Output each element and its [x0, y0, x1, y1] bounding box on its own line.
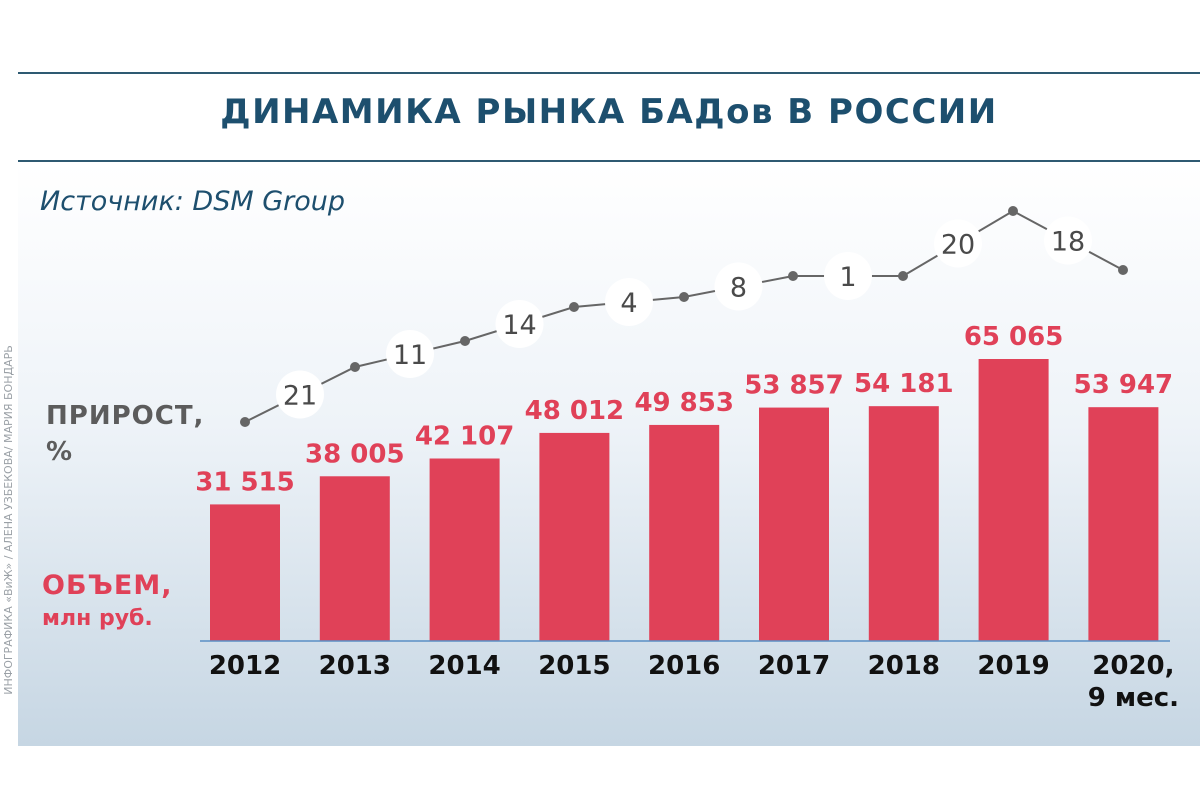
bar-value-label: 31 515 — [195, 467, 295, 497]
bar — [759, 407, 829, 641]
growth-value-label: 11 — [393, 340, 427, 371]
x-tick-label: 2017 — [758, 651, 830, 681]
x-tick-label: 2018 — [868, 651, 940, 681]
growth-label-line1: ПРИРОСТ, — [46, 401, 205, 431]
growth-label-badge — [605, 278, 653, 326]
bar — [649, 424, 720, 641]
bar-value-label: 49 853 — [634, 388, 734, 418]
volume-label-line2: млн руб. — [42, 606, 153, 631]
growth-value-label: 4 — [620, 288, 637, 319]
growth-point — [898, 271, 908, 281]
growth-point — [1118, 265, 1128, 275]
growth-value-label: 14 — [502, 310, 536, 341]
bar — [429, 458, 500, 641]
growth-label-badge — [714, 262, 763, 311]
growth-value-label: 21 — [283, 381, 317, 412]
growth-label-badge — [1044, 216, 1092, 265]
growth-point — [569, 302, 579, 312]
source-note: Источник: DSM Group — [40, 186, 346, 217]
growth-label-badge — [934, 219, 982, 268]
growth-point — [1008, 206, 1018, 216]
growth-point — [788, 271, 798, 281]
bar — [319, 476, 390, 641]
growth-point — [350, 362, 360, 372]
x-tick-label: 2019 — [977, 651, 1049, 681]
bar — [868, 406, 939, 641]
growth-value-label: 8 — [730, 273, 747, 304]
top-rule — [18, 72, 1200, 74]
x-tick-label: 2012 — [209, 651, 281, 681]
bar-value-label: 48 012 — [525, 396, 625, 426]
growth-point — [240, 417, 250, 427]
bar-value-label: 54 181 — [854, 369, 954, 399]
growth-point — [460, 336, 470, 346]
bar-value-label: 38 005 — [305, 439, 405, 469]
x-tick-label: 2013 — [319, 651, 391, 681]
growth-point — [679, 292, 689, 302]
bar — [539, 432, 610, 641]
bar — [978, 359, 1049, 641]
bar-value-label: 53 857 — [744, 371, 844, 401]
growth-label-badge — [824, 252, 872, 300]
growth-label-badge — [495, 300, 544, 348]
growth-value-label: 1 — [839, 262, 856, 293]
x-tick-label: 2015 — [538, 651, 610, 681]
x-tick-label: 2014 — [428, 651, 500, 681]
page-title: ДИНАМИКА РЫНКА БАДов В РОССИИ — [220, 92, 998, 132]
growth-label-badge — [276, 370, 324, 419]
growth-value-label: 20 — [941, 230, 975, 261]
bar-value-label: 65 065 — [964, 322, 1064, 352]
volume-axis-label: ОБЪЕМ, млн руб. — [42, 568, 172, 634]
growth-axis-label: ПРИРОСТ, % — [46, 398, 204, 470]
bar-value-label: 42 107 — [415, 422, 515, 452]
bar-value-label: 53 947 — [1074, 370, 1174, 400]
volume-label-line1: ОБЪЕМ, — [42, 570, 173, 601]
growth-label-line2: % — [46, 437, 74, 467]
x-tick-label: 2016 — [648, 651, 720, 681]
bar — [1088, 407, 1159, 641]
bar — [210, 504, 280, 641]
growth-value-label: 18 — [1051, 227, 1085, 258]
x-tick-label: 2020, 9 мес. — [1088, 651, 1179, 713]
growth-label-badge — [386, 330, 434, 378]
